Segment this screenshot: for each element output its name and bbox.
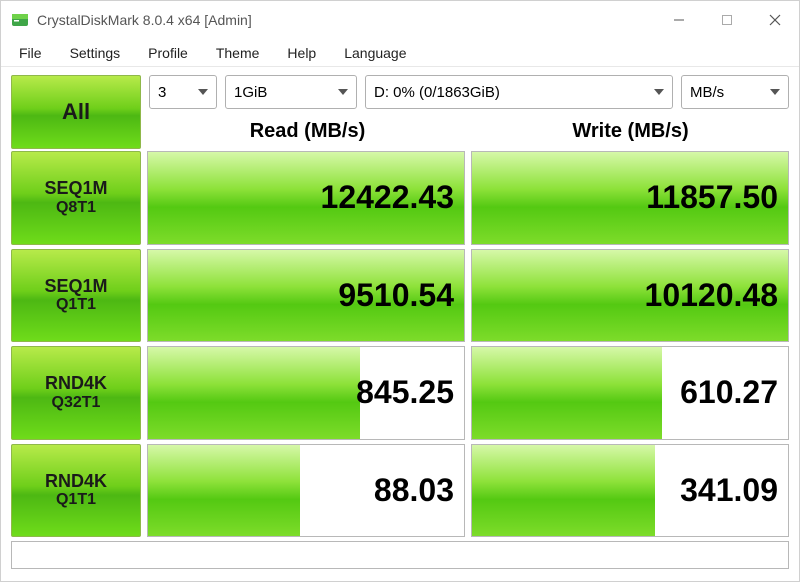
app-icon <box>11 11 29 29</box>
window-title: CrystalDiskMark 8.0.4 x64 [Admin] <box>37 12 252 28</box>
write-value: 610.27 <box>680 374 778 411</box>
test-label-2: Q8T1 <box>56 199 96 217</box>
all-button[interactable]: All <box>11 75 141 149</box>
test-label-1: SEQ1M <box>44 179 107 199</box>
test-label-1: RND4K <box>45 472 107 492</box>
window-controls <box>655 1 799 39</box>
menubar: File Settings Profile Theme Help Languag… <box>1 39 799 67</box>
write-cell: 10120.48 <box>471 249 789 343</box>
footer-row-wrap <box>11 541 789 571</box>
test-button-seq1m-q8t1[interactable]: SEQ1M Q8T1 <box>11 151 141 245</box>
test-label-2: Q1T1 <box>56 491 96 509</box>
content-area: All 3 1GiB D: 0 <box>1 67 799 581</box>
results-grid: SEQ1M Q8T1 12422.43 11857.50 SEQ1M Q1T1 <box>11 151 789 571</box>
menu-file[interactable]: File <box>5 41 56 65</box>
test-button-rnd4k-q32t1[interactable]: RND4K Q32T1 <box>11 346 141 440</box>
write-cell: 11857.50 <box>471 151 789 245</box>
read-cell: 88.03 <box>147 444 465 538</box>
test-label-2: Q32T1 <box>52 394 101 412</box>
test-label-1: SEQ1M <box>44 277 107 297</box>
table-row: SEQ1M Q8T1 12422.43 11857.50 <box>11 151 789 245</box>
drive-select[interactable]: D: 0% (0/1863GiB) <box>365 75 673 109</box>
menu-profile[interactable]: Profile <box>134 41 202 65</box>
runs-select-wrap: 3 <box>149 75 217 109</box>
table-row: RND4K Q32T1 845.25 610.27 <box>11 346 789 440</box>
table-row: SEQ1M Q1T1 9510.54 10120.48 <box>11 249 789 343</box>
menu-settings[interactable]: Settings <box>56 41 135 65</box>
runs-select[interactable]: 3 <box>149 75 217 109</box>
write-value: 341.09 <box>680 472 778 509</box>
close-button[interactable] <box>751 1 799 39</box>
read-cell: 845.25 <box>147 346 465 440</box>
read-cell: 9510.54 <box>147 249 465 343</box>
read-value: 845.25 <box>356 374 454 411</box>
test-label-2: Q1T1 <box>56 296 96 314</box>
test-button-seq1m-q1t1[interactable]: SEQ1M Q1T1 <box>11 249 141 343</box>
unit-select-wrap: MB/s <box>681 75 789 109</box>
read-cell: 12422.43 <box>147 151 465 245</box>
menu-theme[interactable]: Theme <box>202 41 274 65</box>
write-cell: 341.09 <box>471 444 789 538</box>
menu-language[interactable]: Language <box>330 41 420 65</box>
all-button-label: All <box>62 100 90 124</box>
size-select[interactable]: 1GiB <box>225 75 357 109</box>
read-value: 88.03 <box>374 472 454 509</box>
maximize-button[interactable] <box>703 1 751 39</box>
menu-help[interactable]: Help <box>273 41 330 65</box>
table-row: RND4K Q1T1 88.03 341.09 <box>11 444 789 538</box>
app-window: CrystalDiskMark 8.0.4 x64 [Admin] File S… <box>0 0 800 582</box>
size-select-wrap: 1GiB <box>225 75 357 109</box>
write-value: 11857.50 <box>646 179 778 216</box>
unit-select[interactable]: MB/s <box>681 75 789 109</box>
minimize-button[interactable] <box>655 1 703 39</box>
drive-select-wrap: D: 0% (0/1863GiB) <box>365 75 673 109</box>
read-value: 9510.54 <box>338 277 454 314</box>
test-button-rnd4k-q1t1[interactable]: RND4K Q1T1 <box>11 444 141 538</box>
status-bar <box>11 541 789 569</box>
write-value: 10120.48 <box>645 277 778 314</box>
test-label-1: RND4K <box>45 374 107 394</box>
write-cell: 610.27 <box>471 346 789 440</box>
read-value: 12422.43 <box>321 179 454 216</box>
read-header: Read (MB/s) <box>149 120 466 143</box>
titlebar: CrystalDiskMark 8.0.4 x64 [Admin] <box>1 1 799 39</box>
write-header: Write (MB/s) <box>472 120 789 143</box>
